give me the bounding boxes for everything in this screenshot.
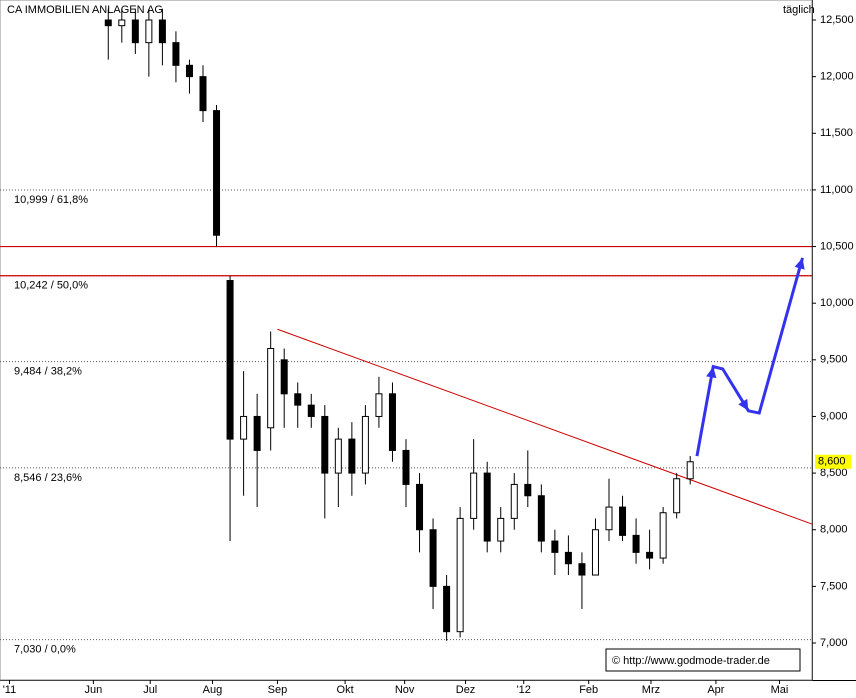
fib-level-label: 8,546 / 23,6% <box>14 472 82 484</box>
x-tick-label: Nov <box>395 684 415 696</box>
candle-body <box>158 19 166 44</box>
last-price-label: 8,600 <box>818 456 846 468</box>
candle-body <box>361 415 369 474</box>
candle-body <box>646 551 654 559</box>
candle-body <box>240 415 248 440</box>
arrow-head <box>794 257 805 270</box>
candle-body <box>172 42 180 66</box>
y-tick-label: 8,500 <box>820 467 848 479</box>
candle-body <box>686 461 694 480</box>
candle-body <box>402 449 410 485</box>
candle-body <box>510 483 518 519</box>
x-tick-label: Mrz <box>642 684 660 696</box>
y-tick-label: 10,000 <box>820 297 854 309</box>
x-tick-label: Okt <box>337 684 354 696</box>
arrow-head <box>706 366 717 379</box>
candle-body <box>226 280 234 440</box>
candle-body <box>497 517 505 542</box>
candle-body <box>334 438 342 474</box>
candle-body <box>470 472 478 519</box>
y-tick-label: 12,500 <box>820 14 854 26</box>
candle-body <box>564 551 572 565</box>
copyright: © http://www.godmode-trader.de <box>612 655 770 667</box>
candle-body <box>429 529 437 587</box>
candle-body <box>294 393 302 406</box>
fib-level-label: 7,030 / 0,0% <box>14 644 76 656</box>
candle-body <box>253 415 261 451</box>
candle-body <box>605 506 613 531</box>
y-tick-label: 7,500 <box>820 580 848 592</box>
candle-body <box>348 438 356 474</box>
x-tick-label: Apr <box>707 684 724 696</box>
x-tick-label: Aug <box>203 684 223 696</box>
interval-label: täglich <box>783 4 815 16</box>
candle-body <box>416 483 424 531</box>
candle-body <box>483 472 491 542</box>
candle-body <box>632 534 640 553</box>
candle-body <box>551 540 559 553</box>
x-tick-label: '12 <box>517 684 531 696</box>
y-tick-label: 9,000 <box>820 410 848 422</box>
y-tick-label: 11,500 <box>820 127 853 139</box>
candle-body <box>537 495 545 542</box>
candle-body <box>456 517 464 633</box>
candle-body <box>145 19 153 44</box>
plot-frame <box>0 0 813 681</box>
fib-level-label: 10,242 / 50,0% <box>14 280 88 292</box>
x-tick-label: Feb <box>579 684 598 696</box>
candle-body <box>280 359 288 395</box>
fib-level-label: 9,484 / 38,2% <box>14 366 82 378</box>
candle-body <box>388 393 396 451</box>
chart-title: CA IMMOBILIEN ANLAGEN AG <box>7 4 163 16</box>
copyright-box <box>605 648 801 672</box>
last-price-box <box>815 454 851 469</box>
y-tick-label: 8,000 <box>820 524 848 536</box>
candle-body <box>578 563 586 576</box>
y-tick-label: 11,000 <box>820 184 853 196</box>
candle-body <box>199 76 207 112</box>
candle-body <box>118 19 126 27</box>
candle-body <box>375 393 383 417</box>
y-tick-label: 10,500 <box>820 240 854 252</box>
candle-body <box>185 64 193 78</box>
x-tick-label: Dez <box>456 684 476 696</box>
projection-arrow <box>695 257 804 457</box>
fib-level-label: 10,999 / 61,8% <box>14 194 88 206</box>
x-tick-label: Jul <box>143 684 157 696</box>
candle-body <box>443 585 451 633</box>
y-tick-label: 9,500 <box>820 354 848 366</box>
candle-body <box>659 512 667 559</box>
trend-line <box>277 328 813 525</box>
candle-body <box>321 415 329 474</box>
candle-body <box>131 19 139 44</box>
y-tick-label: 7,000 <box>820 637 848 649</box>
candle-body <box>213 110 221 236</box>
candle-body <box>267 347 275 429</box>
y-tick-label: 12,000 <box>820 71 854 83</box>
x-tick-label: Jun <box>85 684 103 696</box>
candle-body <box>307 404 315 417</box>
candle-body <box>524 483 532 497</box>
x-tick-label: '11 <box>3 684 17 696</box>
candle-body <box>104 19 112 27</box>
candle-body <box>591 529 599 576</box>
candle-body <box>619 506 627 536</box>
arrow-head <box>738 398 749 411</box>
x-tick-label: Sep <box>268 684 288 696</box>
candle-body <box>673 478 681 514</box>
x-tick-label: Mai <box>771 684 789 696</box>
